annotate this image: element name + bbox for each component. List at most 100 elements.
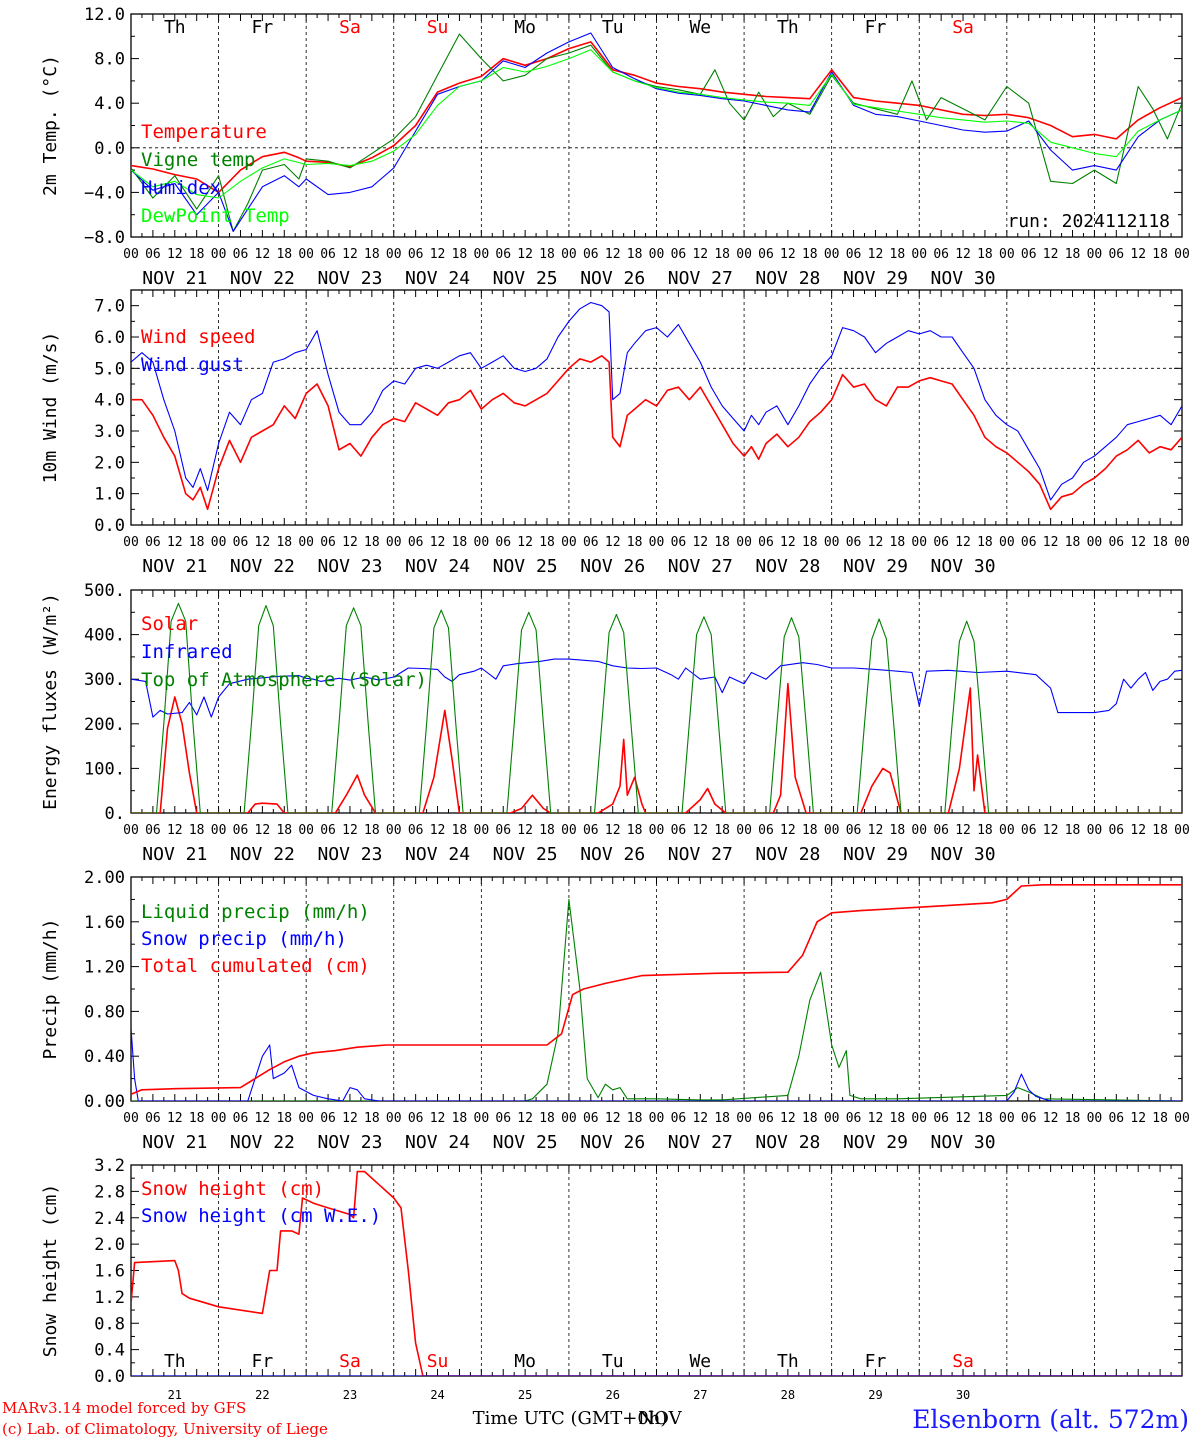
- hour-tick-label: 18: [364, 823, 380, 838]
- hour-tick-label: 06: [495, 247, 511, 262]
- hour-tick-label: 18: [1065, 247, 1081, 262]
- run-label: run: 2024112118: [1007, 211, 1170, 232]
- hour-tick-label: 12: [342, 247, 358, 262]
- date-label: NOV 25: [493, 1132, 558, 1153]
- hour-tick-label: 06: [1021, 1111, 1037, 1126]
- day-number-label: 30: [956, 1388, 970, 1402]
- plot-frame: [130, 589, 1183, 814]
- hour-tick-label: 18: [714, 247, 730, 262]
- hour-tick-label: 06: [320, 535, 336, 550]
- hour-tick-label: 12: [780, 823, 796, 838]
- hour-tick-label: 12: [167, 535, 183, 550]
- hour-tick-label: 06: [1108, 247, 1124, 262]
- y-tick-label: 3.0: [94, 422, 125, 442]
- hour-tick-label: 00: [1174, 1111, 1190, 1126]
- y-tick-label: 6.0: [94, 328, 125, 348]
- hour-tick-label: 18: [539, 823, 555, 838]
- hour-tick-label: 06: [583, 1111, 599, 1126]
- date-label: NOV 22: [230, 844, 295, 865]
- hour-tick-label: 18: [276, 1111, 292, 1126]
- hour-tick-label: 12: [1130, 1111, 1146, 1126]
- y-tick-label: 5.0: [94, 359, 125, 379]
- weekday-label: Sa: [339, 1351, 361, 1372]
- hour-tick-label: 06: [758, 823, 774, 838]
- date-label: NOV 26: [580, 268, 645, 289]
- hour-tick-label: 00: [211, 535, 227, 550]
- series-line-vigne-temp: [131, 33, 1182, 232]
- date-label: NOV 24: [405, 556, 470, 577]
- hour-tick-label: 00: [123, 823, 139, 838]
- y-tick-label: 0.40: [84, 1047, 125, 1067]
- date-label: NOV 24: [405, 844, 470, 865]
- series-line-total-cumulated-cm-: [131, 884, 1182, 1096]
- hour-tick-label: 12: [955, 247, 971, 262]
- hour-tick-label: 00: [211, 823, 227, 838]
- date-label: NOV 30: [931, 268, 996, 289]
- date-label: NOV 28: [755, 1132, 820, 1153]
- legend-entry: Total cumulated (cm): [141, 955, 370, 977]
- hour-tick-label: 12: [255, 1111, 271, 1126]
- hour-tick-label: 00: [298, 1111, 314, 1126]
- hour-tick-label: 00: [1087, 247, 1103, 262]
- day-number-label: 27: [693, 1388, 707, 1402]
- hour-tick-label: 06: [495, 1111, 511, 1126]
- hour-tick-label: 00: [911, 1111, 927, 1126]
- hour-tick-label: 06: [495, 823, 511, 838]
- hour-tick-label: 06: [933, 823, 949, 838]
- date-label: NOV 27: [668, 556, 733, 577]
- hour-tick-label: 12: [605, 535, 621, 550]
- y-axis-label: Energy fluxes (W/m²): [40, 593, 61, 810]
- hour-tick-label: 12: [692, 535, 708, 550]
- hour-tick-label: 18: [802, 247, 818, 262]
- date-label: NOV 29: [843, 268, 908, 289]
- hour-tick-label: 06: [1108, 823, 1124, 838]
- hour-tick-label: 12: [868, 823, 884, 838]
- hour-tick-label: 12: [868, 247, 884, 262]
- hour-tick-label: 00: [386, 535, 402, 550]
- hour-tick-label: 06: [846, 247, 862, 262]
- hour-tick-label: 18: [802, 823, 818, 838]
- hour-tick-label: 00: [649, 1111, 665, 1126]
- weekday-label: Th: [164, 1351, 186, 1372]
- hour-tick-label: 06: [758, 535, 774, 550]
- hour-tick-label: 12: [868, 535, 884, 550]
- y-tick-label: −4.0: [84, 183, 125, 203]
- y-axis-label: Precip (mm/h): [40, 919, 61, 1060]
- y-tick-label: 3.2: [94, 1156, 125, 1176]
- hour-tick-label: 12: [780, 535, 796, 550]
- x-axis-title-overlay: NOV: [638, 1408, 682, 1429]
- hour-tick-label: 18: [627, 535, 643, 550]
- y-tick-label: 12.0: [84, 5, 125, 25]
- series-line-wind-gust: [131, 301, 1182, 501]
- y-tick-label: 0.8: [94, 1314, 125, 1334]
- weekday-label: We: [689, 17, 711, 38]
- hour-tick-label: 18: [452, 247, 468, 262]
- hour-tick-label: 06: [408, 535, 424, 550]
- y-tick-label: 2.0: [94, 453, 125, 473]
- hour-tick-label: 18: [977, 823, 993, 838]
- hour-tick-label: 00: [123, 1111, 139, 1126]
- series-line-solar: [131, 682, 1182, 813]
- hour-tick-label: 18: [364, 247, 380, 262]
- hour-tick-label: 18: [802, 535, 818, 550]
- hour-tick-label: 00: [474, 247, 490, 262]
- date-label: NOV 21: [142, 844, 207, 865]
- hour-tick-label: 00: [1087, 535, 1103, 550]
- hour-tick-label: 18: [890, 247, 906, 262]
- hour-tick-label: 12: [517, 535, 533, 550]
- day-number-label: 21: [168, 1388, 182, 1402]
- date-label: NOV 26: [580, 844, 645, 865]
- hour-tick-label: 18: [627, 1111, 643, 1126]
- hour-tick-label: 18: [977, 535, 993, 550]
- hour-tick-label: 00: [1174, 823, 1190, 838]
- series-line-snow-height-cm-: [131, 1170, 1182, 1376]
- weekday-label: Fr: [865, 17, 887, 38]
- hour-tick-label: 18: [1152, 535, 1168, 550]
- date-label: NOV 27: [668, 1132, 733, 1153]
- legend-entry: Snow height (cm W.E.): [141, 1205, 381, 1227]
- hour-tick-label: 18: [189, 823, 205, 838]
- date-label: NOV 23: [317, 556, 382, 577]
- hour-tick-label: 00: [649, 247, 665, 262]
- hour-tick-label: 06: [320, 247, 336, 262]
- hour-tick-label: 18: [627, 247, 643, 262]
